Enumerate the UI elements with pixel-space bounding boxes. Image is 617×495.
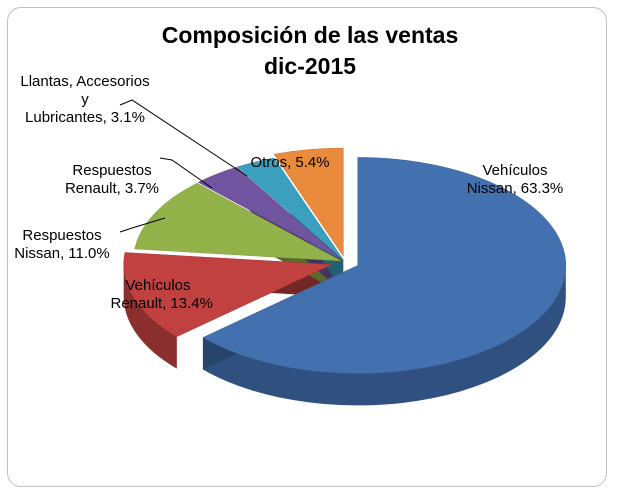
value-label: 5.4%	[295, 154, 330, 171]
data-label: Respuestos Renault3.7%	[57, 162, 167, 198]
value-label: 3.7%	[124, 180, 160, 197]
data-label: Otros5.4%	[220, 154, 360, 172]
chart-frame	[7, 7, 607, 487]
data-label: Llantas, Accesorios y Lubricantes3.1%	[20, 73, 150, 127]
leader-line	[159, 157, 213, 189]
category-label: Otros	[250, 154, 291, 171]
value-label: 63.3%	[520, 180, 564, 197]
value-label: 11.0%	[68, 245, 110, 262]
data-label: Vehículos Nissan63.3%	[460, 162, 570, 198]
slice	[134, 182, 342, 262]
leader-line	[119, 217, 166, 233]
value-label: 13.4%	[170, 295, 213, 312]
slice	[236, 157, 344, 261]
slice-side	[123, 264, 177, 369]
data-label: Respuestos Nissan11.0%	[7, 227, 117, 263]
leader-line	[119, 99, 248, 177]
slice	[202, 157, 567, 374]
value-label: 3.1%	[110, 109, 145, 126]
slice	[123, 252, 332, 337]
data-label: Vehículos Renault13.4%	[111, 277, 213, 313]
slice-side	[202, 265, 566, 406]
chart-title: Composición de las ventas dic-2015	[161, 22, 459, 79]
slice	[197, 166, 343, 261]
slice	[273, 147, 344, 257]
slice-tops	[123, 147, 567, 374]
